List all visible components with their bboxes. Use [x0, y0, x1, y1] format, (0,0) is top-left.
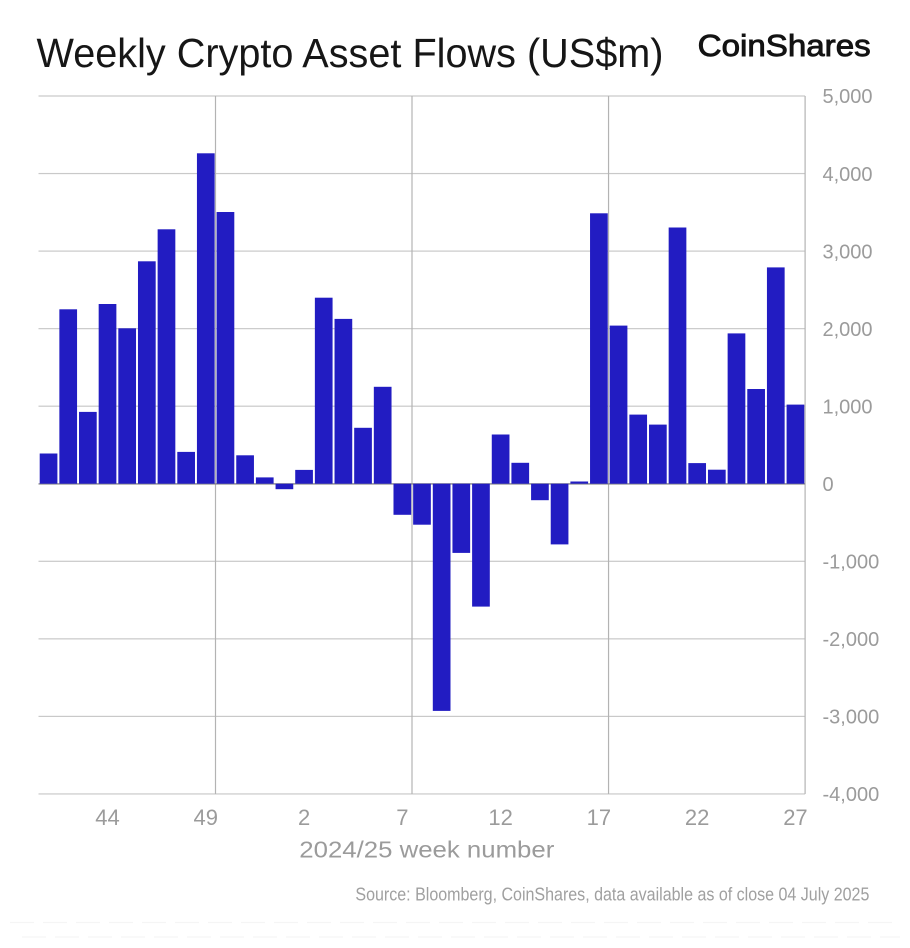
- svg-text:3,000: 3,000: [823, 241, 873, 263]
- svg-text:Source: Bloomberg, CoinShares,: Source: Bloomberg, CoinShares, data avai…: [355, 885, 869, 905]
- svg-text:27: 27: [783, 805, 807, 830]
- svg-text:44: 44: [95, 805, 119, 830]
- svg-text:2024/25 week number: 2024/25 week number: [299, 837, 554, 863]
- svg-text:CoinShares: CoinShares: [698, 28, 871, 63]
- svg-text:12: 12: [488, 805, 512, 830]
- svg-text:49: 49: [194, 805, 218, 830]
- svg-text:4,000: 4,000: [823, 164, 873, 186]
- svg-text:-1,000: -1,000: [823, 552, 880, 574]
- svg-text:1,000: 1,000: [823, 396, 873, 418]
- svg-text:2: 2: [298, 805, 310, 830]
- svg-text:17: 17: [587, 805, 611, 830]
- svg-text:-4,000: -4,000: [823, 784, 880, 806]
- svg-text:22: 22: [685, 805, 709, 830]
- svg-text:Weekly Crypto Asset Flows (US$: Weekly Crypto Asset Flows (US$m): [37, 30, 664, 76]
- svg-text:-2,000: -2,000: [823, 629, 880, 651]
- svg-text:-3,000: -3,000: [823, 707, 880, 729]
- svg-text:0: 0: [823, 474, 834, 496]
- svg-text:2,000: 2,000: [823, 319, 873, 341]
- svg-text:5,000: 5,000: [823, 86, 873, 108]
- svg-text:7: 7: [396, 805, 408, 830]
